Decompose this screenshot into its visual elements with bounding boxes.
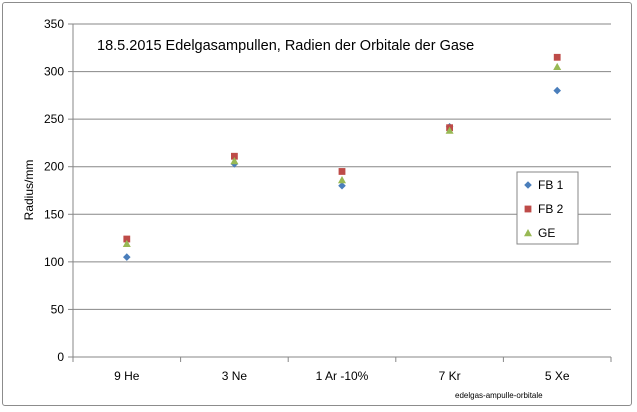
legend-marker-1	[524, 205, 532, 213]
legend-marker-0	[524, 181, 532, 189]
point-ge-3	[445, 126, 454, 134]
point-ge-0	[122, 239, 131, 247]
x-tick-label-4: 5 Xe	[545, 369, 570, 383]
x-tick-labels: 9 He 3 Ne 1 Ar -10% 7 Kr 5 Xe	[114, 369, 570, 383]
point-fb-2-0	[123, 235, 131, 243]
y-tick-label-100: 100	[44, 255, 64, 269]
axes	[72, 24, 611, 358]
point-ge-4	[553, 62, 562, 71]
legend-items: FB 1 FB 2 GE	[524, 178, 564, 240]
legend: FB 1 FB 2 GE	[516, 171, 579, 245]
y-tick-label-250: 250	[44, 112, 64, 126]
point-fb-1-0	[123, 253, 131, 261]
point-fb-1-2	[338, 181, 346, 190]
point-fb-1-4	[553, 86, 561, 95]
point-fb-2-1	[231, 152, 238, 160]
y-tick-labels: 0 50 100 150 200 250 300 350	[44, 17, 64, 364]
y-tick-label-300: 300	[44, 65, 64, 79]
legend-label-2: GE	[538, 226, 555, 240]
y-tick-label-150: 150	[44, 207, 64, 221]
chart-footnote: edelgas-ampulle-orbitale	[455, 391, 543, 400]
y-tick-label-0: 0	[57, 350, 64, 364]
y-tick-label-200: 200	[44, 160, 64, 174]
chart-title: 18.5.2015 Edelgasampullen, Radien der Or…	[97, 38, 474, 54]
y-tick-label-350: 350	[44, 17, 64, 31]
legend-label-1: FB 2	[538, 202, 564, 216]
legend-marker-2	[524, 229, 532, 237]
y-tick-label-50: 50	[51, 302, 65, 316]
point-fb-2-2	[338, 168, 346, 175]
legend-label-0: FB 1	[538, 178, 564, 192]
point-ge-2	[338, 176, 346, 184]
x-tick-label-1: 3 Ne	[222, 369, 248, 383]
point-ge-1	[230, 157, 239, 165]
point-fb-2-4	[553, 53, 561, 61]
x-tick-label-2: 1 Ar -10%	[316, 369, 369, 383]
data-markers	[122, 53, 562, 261]
y-axis-title: Radius/mm	[22, 160, 36, 221]
x-tick-label-0: 9 He	[114, 369, 140, 383]
x-tick-label-3: 7 Kr	[439, 369, 461, 383]
